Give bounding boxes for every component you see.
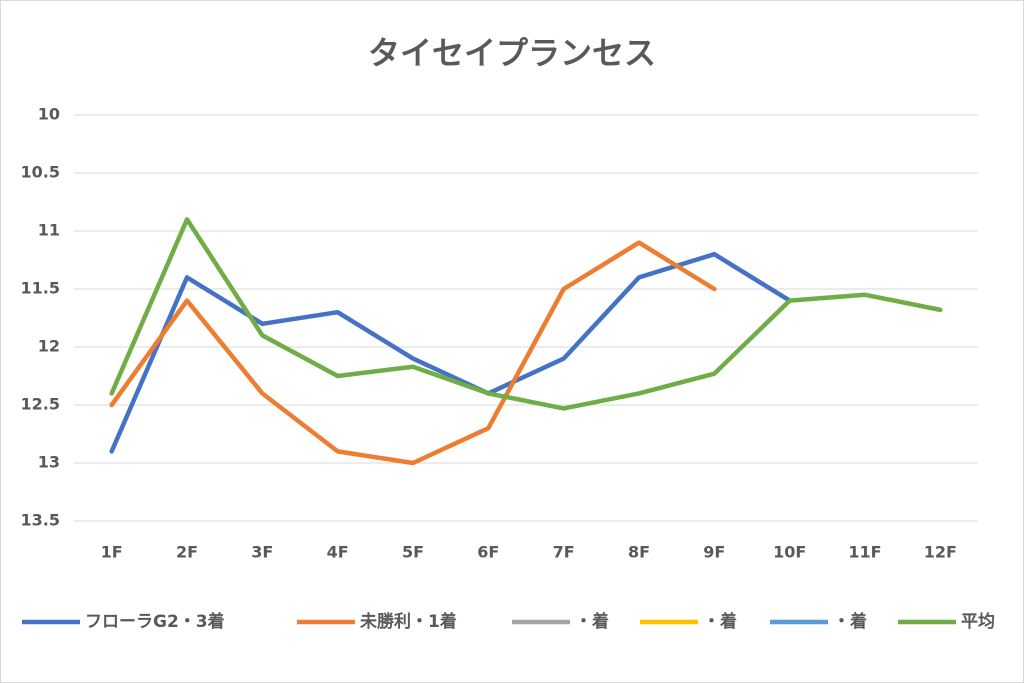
x-tick-label: 2F: [176, 543, 198, 562]
y-tick-label: 11: [38, 221, 60, 240]
y-tick-label: 10.5: [21, 163, 60, 182]
x-tick-label: 9F: [703, 543, 725, 562]
series-line: [109, 240, 717, 466]
legend-label: ・着: [575, 611, 609, 632]
x-tick-label: 8F: [628, 543, 650, 562]
legend-label: ・着: [833, 611, 867, 632]
y-tick-label: 11.5: [21, 279, 60, 298]
x-tick-label: 10F: [773, 543, 806, 562]
legend-label: フローラG2・3着: [85, 611, 225, 632]
x-tick-label: 7F: [553, 543, 575, 562]
x-tick-label: 12F: [924, 543, 957, 562]
legend-label: ・着: [703, 611, 737, 632]
chart-title: タイセイプランセス: [368, 34, 656, 72]
legend-label: 平均: [961, 611, 995, 632]
y-tick-label: 12: [38, 337, 60, 356]
legend-label: 未勝利・1着: [359, 611, 457, 632]
x-tick-label: 11F: [848, 543, 881, 562]
y-tick-label: 13.5: [21, 511, 60, 530]
series-line: [109, 217, 943, 411]
x-tick-label: 6F: [477, 543, 499, 562]
y-tick-label: 10: [38, 105, 60, 124]
x-tick-label: 4F: [327, 543, 349, 562]
x-tick-label: 5F: [402, 543, 424, 562]
y-tick-label: 12.5: [21, 395, 60, 414]
x-tick-label: 3F: [251, 543, 273, 562]
y-tick-label: 13: [38, 453, 60, 472]
x-tick-label: 1F: [101, 543, 123, 562]
